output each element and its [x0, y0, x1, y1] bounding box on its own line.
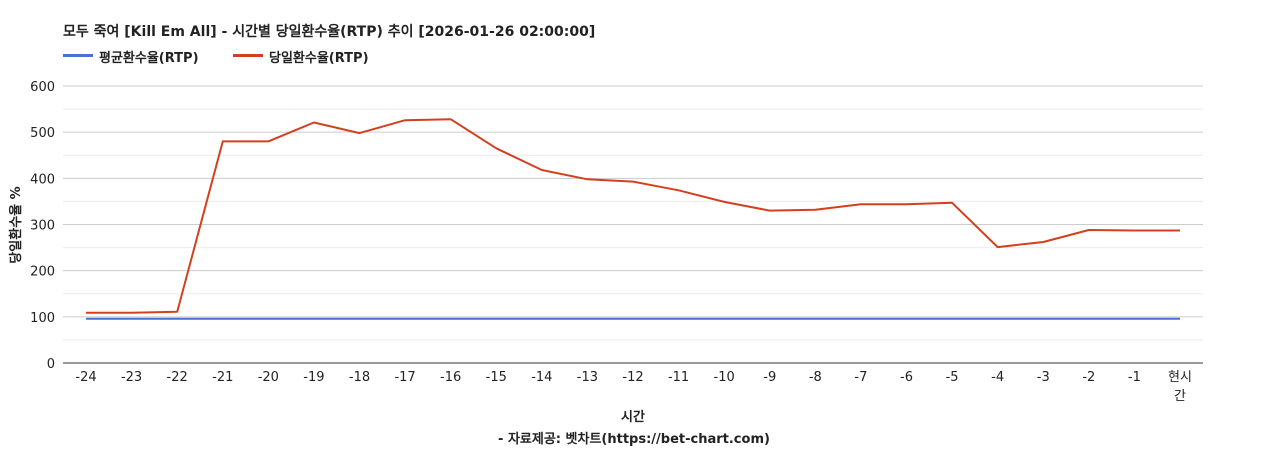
x-tick-label: -2 [1082, 370, 1095, 385]
y-tick-labels: 0 100 200 300 400 500 600 [30, 80, 55, 372]
x-tick-label: -12 [622, 370, 643, 385]
y-tick-label: 0 [47, 357, 55, 372]
x-tick-label: -6 [900, 370, 913, 385]
x-tick-label: -10 [714, 370, 735, 385]
x-tick-labels: -24 -23 -22 -21 -20 -19 -18 -17 -16 -15 -14 -13 -12 -… [75, 370, 1192, 404]
x-tick-label: -21 [212, 370, 233, 385]
x-tick-label: -20 [258, 370, 279, 385]
x-tick-label: -15 [486, 370, 507, 385]
y-axis-title: 당일환수율 % [8, 186, 24, 263]
x-tick-label: 현시 간 [1168, 370, 1192, 404]
x-tick-label: -24 [75, 370, 96, 385]
series-line-daily[interactable] [86, 118, 1180, 314]
x-tick-label: -19 [303, 370, 324, 385]
chart-title: 모두 죽여 [Kill Em All] - 시간별 당일환수율(RTP) 추이 … [63, 24, 596, 40]
y-tick-label: 200 [30, 265, 55, 280]
x-tick-label: -13 [577, 370, 598, 385]
y-tick-label: 300 [30, 219, 55, 234]
x-tick-label: -17 [394, 370, 415, 385]
x-tick-label: -23 [121, 370, 142, 385]
legend-swatch-average [63, 54, 93, 57]
x-tick-label: -1 [1128, 370, 1141, 385]
x-axis-title: 시간 [621, 409, 645, 425]
y-tick-label: 500 [30, 126, 55, 141]
y-tick-label: 600 [30, 80, 55, 95]
x-tick-label: -14 [531, 370, 552, 385]
y-tick-label: 400 [30, 172, 55, 187]
x-tick-label: -3 [1037, 370, 1050, 385]
x-tick-label: -8 [809, 370, 822, 385]
x-tick-label: -18 [349, 370, 370, 385]
x-tick-label: -9 [763, 370, 776, 385]
x-tick-label: -22 [167, 370, 188, 385]
legend-label-daily: 당일환수율(RTP) [269, 51, 369, 66]
series-lines [86, 118, 1180, 320]
legend-swatch-daily [233, 54, 263, 57]
legend-label-average: 평균환수율(RTP) [99, 51, 199, 66]
x-tick-label: -11 [668, 370, 689, 385]
y-tick-label: 100 [30, 311, 55, 326]
gridlines [63, 85, 1203, 341]
x-tick-label: -16 [440, 370, 461, 385]
x-tick-label: -7 [854, 370, 867, 385]
x-tick-label: -5 [946, 370, 959, 385]
source-credit: - 자료제공: 벳차트(https://bet-chart.com) [498, 432, 770, 447]
x-tick-label: -4 [991, 370, 1004, 385]
